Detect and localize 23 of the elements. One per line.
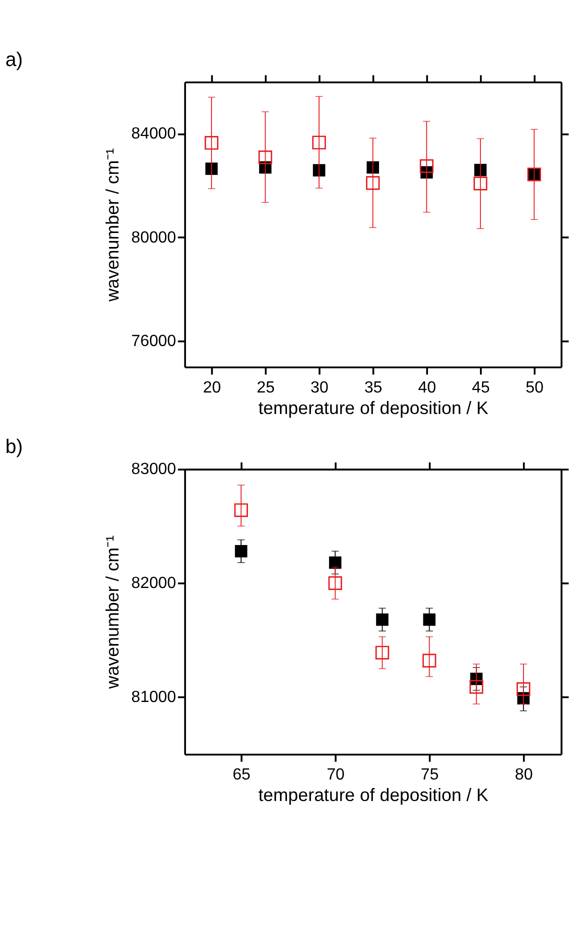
y-tick-label: 76000 [131, 332, 176, 350]
x-axis-title: temperature of deposition / K [258, 398, 488, 418]
text: a) [5, 48, 23, 71]
y-axis-title: wavenumber / cm⁻¹ [102, 535, 123, 690]
y-axis-title: wavenumber / cm⁻¹ [102, 148, 123, 303]
text: b) [5, 436, 23, 458]
x-tick-label: 45 [472, 378, 490, 396]
x-tick-label: 50 [526, 378, 544, 396]
x-tick-label: 40 [418, 378, 436, 396]
x-tick-label: 35 [364, 378, 382, 396]
x-tick-label: 25 [256, 378, 275, 396]
x-tick-label: 70 [326, 766, 345, 784]
x-tick-label: 75 [420, 766, 439, 784]
y-tick-label: 80000 [131, 228, 176, 246]
x-axis-title: temperature of deposition / K [258, 785, 488, 806]
y-tick-label: 81000 [131, 688, 176, 706]
x-tick-label: 30 [310, 378, 329, 396]
x-tick-label: 80 [514, 766, 533, 784]
y-tick-label: 84000 [131, 124, 176, 143]
x-tick-label: 20 [203, 378, 221, 396]
y-tick-label: 83000 [131, 460, 176, 478]
x-tick-label: 65 [232, 766, 251, 784]
y-tick-label: 82000 [131, 574, 176, 592]
